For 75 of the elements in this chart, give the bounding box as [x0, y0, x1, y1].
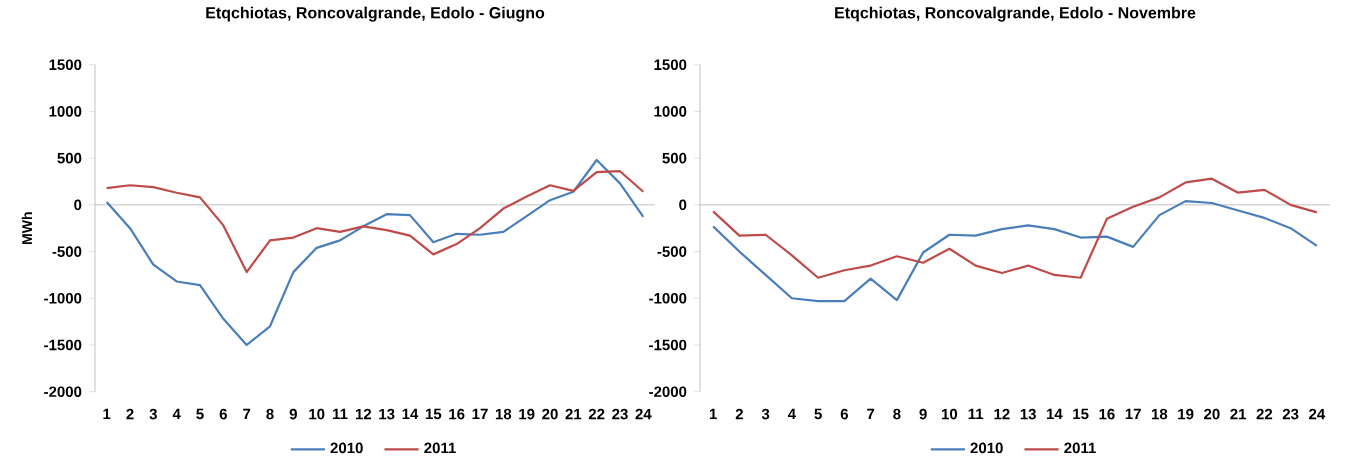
x-tick-label: 7: [243, 408, 251, 420]
legend-label: 2010: [970, 442, 1003, 454]
x-tick-label: 20: [1204, 408, 1220, 420]
line-series: [712, 177, 1318, 279]
y-tick-label: 0: [74, 199, 82, 211]
x-tick-label: 9: [919, 408, 927, 420]
x-tick-label: 12: [994, 408, 1010, 420]
line-series: [105, 170, 645, 274]
x-tick-label: 18: [1151, 408, 1168, 420]
x-tick-label: 11: [968, 408, 984, 420]
x-tick-label: 22: [588, 408, 605, 420]
x-tick-label: 11: [333, 408, 348, 420]
x-tick-label: 5: [814, 408, 822, 420]
x-tick-label: 16: [1099, 408, 1115, 420]
x-tick-label: 23: [612, 408, 628, 420]
x-tick-label: 21: [565, 408, 582, 420]
x-tick-label: 10: [309, 408, 325, 420]
y-tick-label: 1000: [654, 106, 687, 117]
x-tick-label: 8: [266, 408, 274, 420]
x-tick-label: 1: [709, 408, 717, 420]
x-tick-label: 9: [289, 408, 297, 420]
x-tick-label: 16: [449, 408, 465, 420]
x-tick-label: 17: [472, 408, 488, 420]
x-tick-label: 6: [219, 408, 227, 420]
x-tick-label: 20: [542, 408, 558, 420]
y-tick-label: -1500: [44, 339, 82, 351]
x-tick-label: 5: [196, 408, 204, 420]
y-tick-label: 500: [662, 152, 687, 164]
y-tick-label: -500: [52, 246, 82, 258]
x-tick-label: 15: [425, 408, 442, 420]
x-tick-label: 14: [1046, 408, 1063, 420]
y-tick-label: -1000: [44, 293, 82, 304]
y-tick-label: 1500: [654, 59, 687, 71]
legend-label: 2011: [1064, 442, 1096, 454]
y-tick-label: -1000: [649, 293, 687, 304]
x-tick-label: 13: [1020, 408, 1036, 420]
x-tick-label: 19: [519, 408, 535, 420]
line-series: [105, 159, 645, 347]
x-tick-label: 21: [1230, 408, 1247, 420]
x-tick-label: 24: [1309, 408, 1326, 420]
y-tick-label: 500: [57, 152, 82, 164]
x-tick-label: 7: [867, 408, 875, 420]
y-tick-label: -2000: [649, 386, 687, 398]
x-tick-label: 22: [1256, 408, 1273, 420]
y-tick-label: 1000: [49, 106, 82, 117]
chart-title: Etqchiotas, Roncovalgrande, Edolo - Giugno: [206, 6, 545, 22]
x-tick-label: 8: [893, 408, 901, 420]
x-tick-label: 18: [495, 408, 512, 420]
y-tick-label: 1500: [49, 59, 82, 71]
y-tick-label: -500: [657, 246, 687, 258]
y-tick-label: 0: [679, 199, 687, 211]
x-tick-label: 24: [635, 408, 652, 420]
x-tick-label: 3: [761, 408, 770, 420]
y-tick-label: -1500: [649, 339, 687, 351]
x-tick-label: 2: [126, 408, 134, 420]
legend-label: 2010: [330, 442, 363, 454]
x-tick-label: 23: [1282, 408, 1299, 420]
x-tick-label: 3: [149, 408, 157, 420]
x-tick-label: 4: [172, 408, 181, 420]
x-tick-label: 19: [1178, 408, 1194, 420]
chart-title: Etqchiotas, Roncovalgrande, Edolo - Novembre: [835, 6, 1196, 22]
x-tick-label: 14: [402, 408, 419, 420]
legend-label: 2011: [424, 442, 456, 454]
x-tick-label: 1: [103, 408, 111, 420]
y-axis-title: MWh: [21, 212, 32, 245]
x-tick-label: 10: [941, 408, 958, 420]
x-tick-label: 12: [355, 408, 372, 420]
x-tick-label: 6: [840, 408, 849, 420]
y-tick-label: -2000: [44, 386, 82, 398]
line-series: [712, 200, 1318, 303]
x-tick-label: 13: [379, 408, 395, 420]
x-tick-label: 15: [1073, 408, 1089, 420]
x-tick-label: 4: [787, 408, 796, 420]
x-tick-label: 2: [735, 408, 743, 420]
x-tick-label: 17: [1125, 408, 1141, 420]
